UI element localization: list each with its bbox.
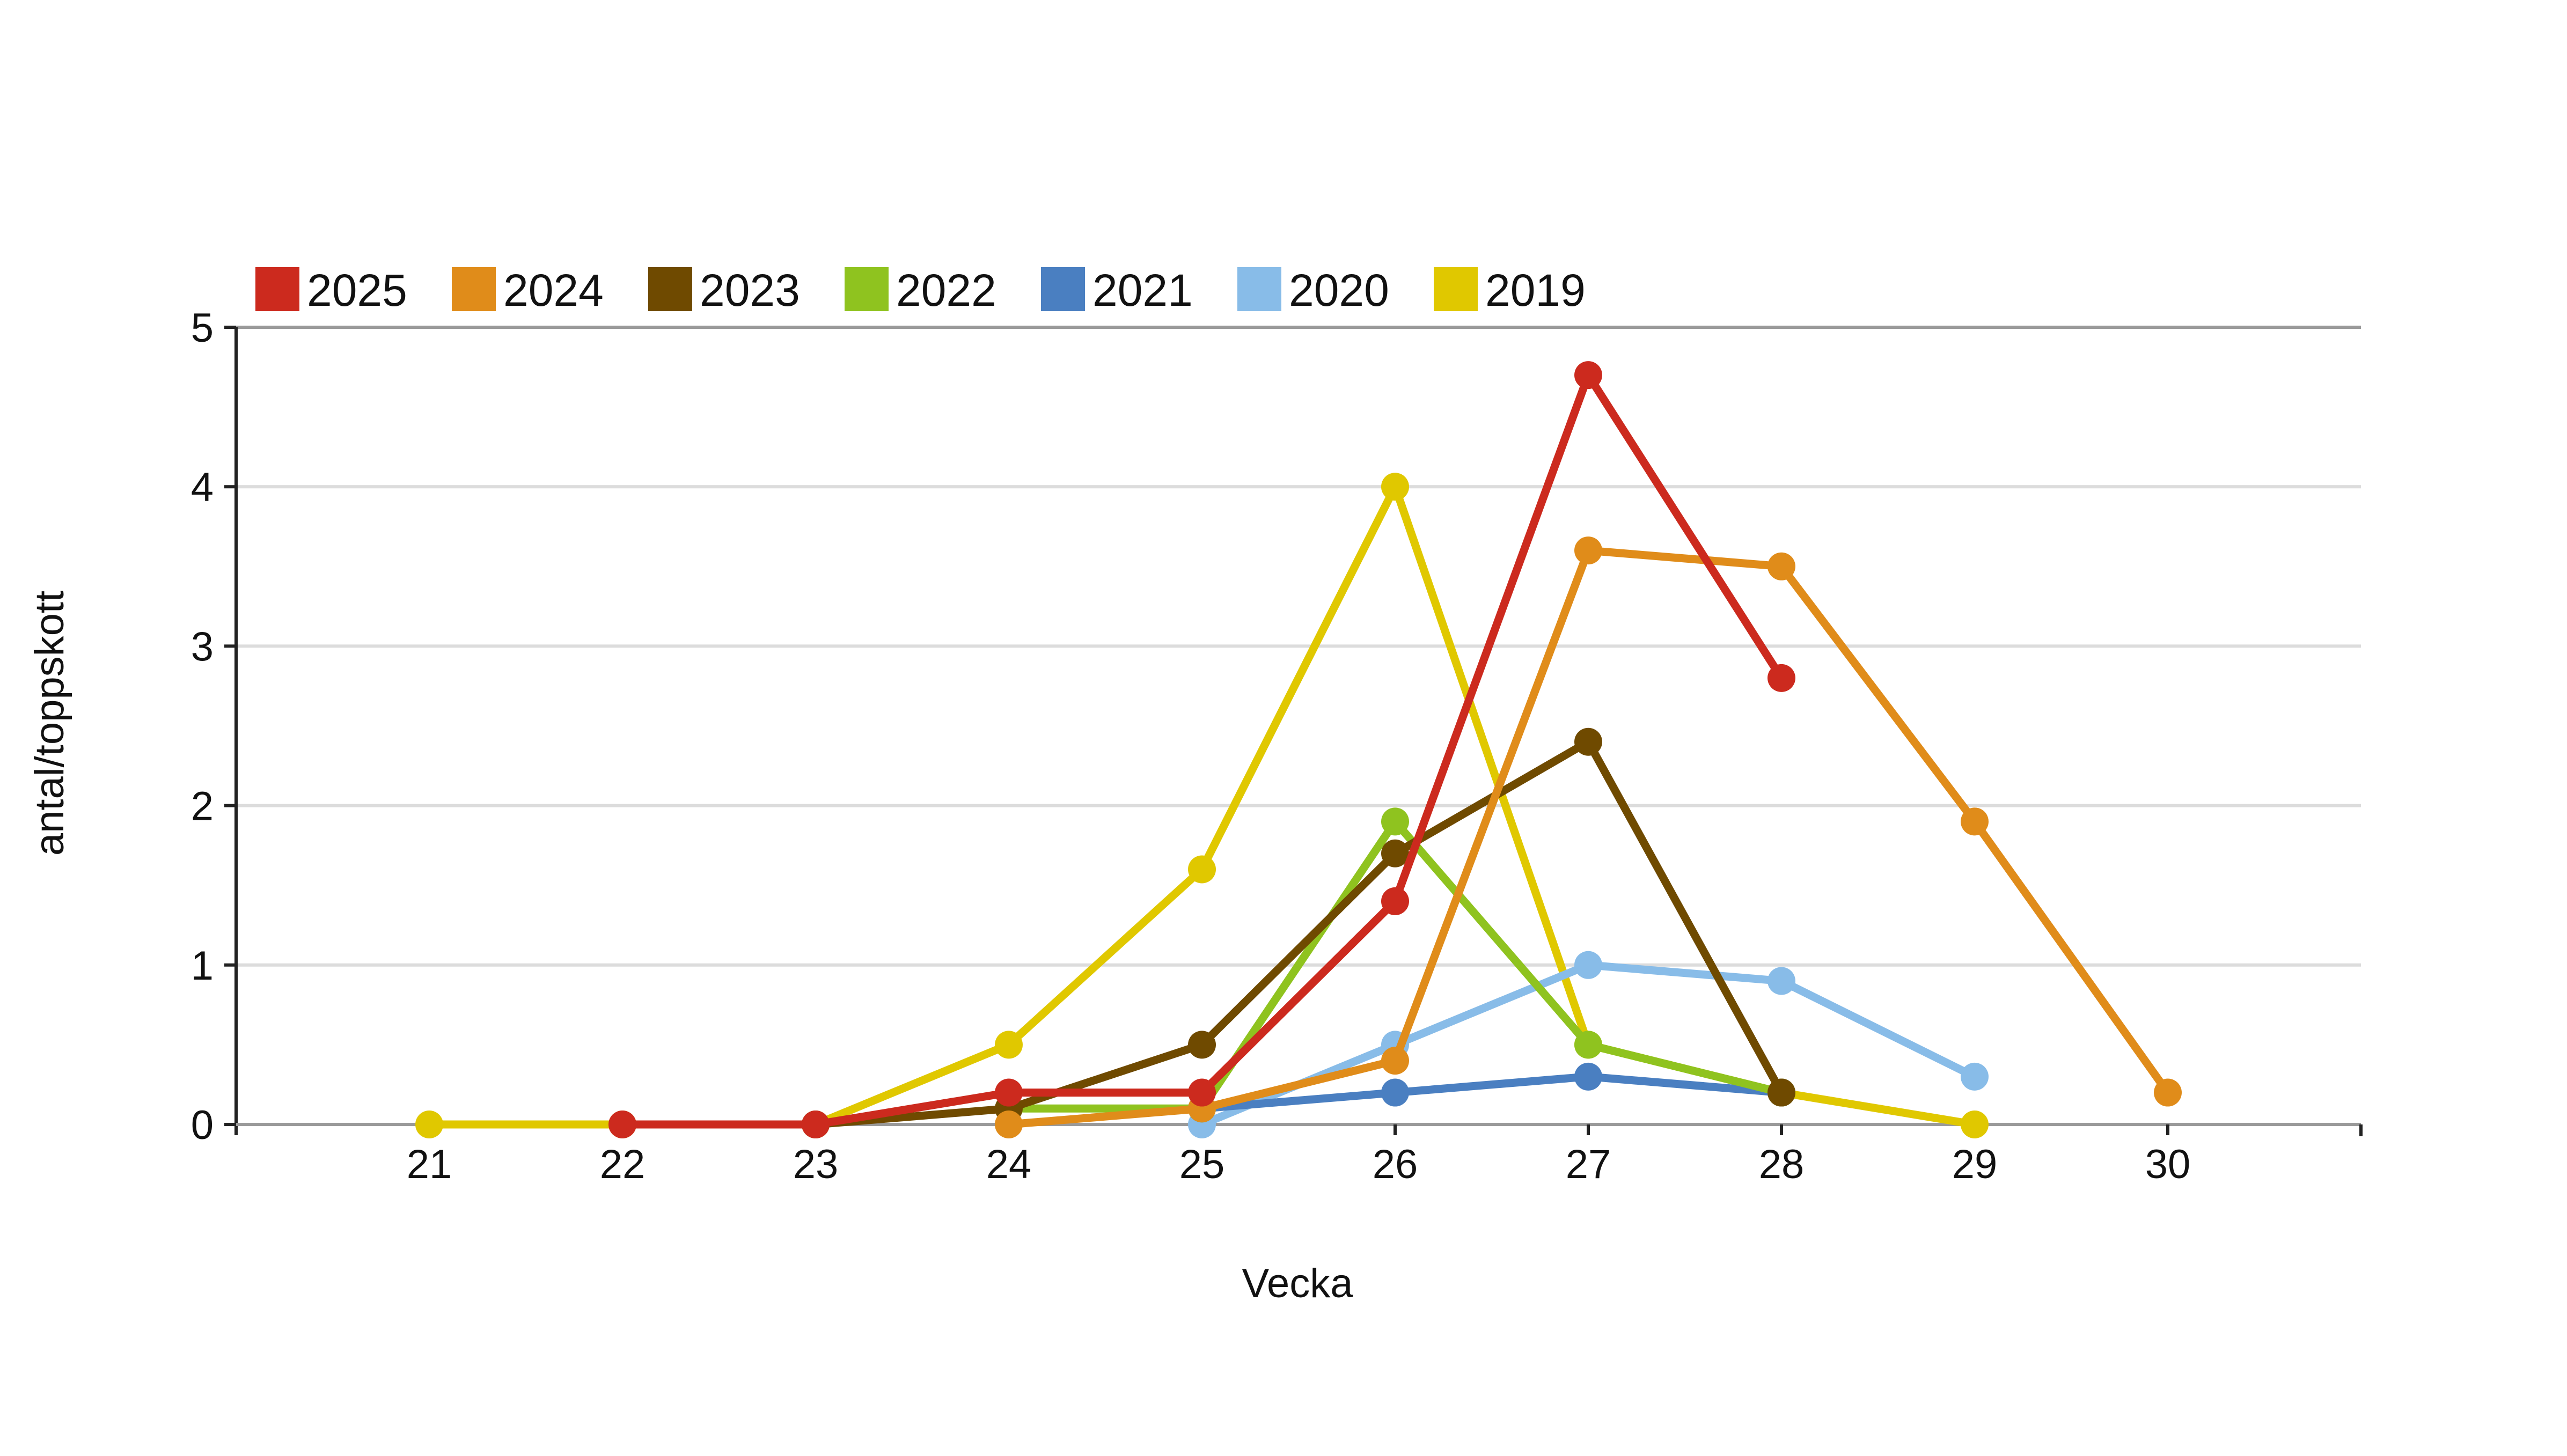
data-point-2025: [1381, 887, 1409, 915]
data-point-2024: [995, 1111, 1023, 1138]
data-point-2019: [1188, 855, 1216, 884]
data-point-2025: [1188, 1078, 1216, 1107]
legend-label: 2025: [307, 265, 407, 315]
legend-item-2023: 2023: [648, 265, 800, 315]
legend-item-2022: 2022: [845, 265, 996, 315]
legend-label: 2024: [503, 265, 604, 315]
series-2025: [608, 361, 1795, 1138]
y-axis-ticks: 0 1 2 3 4 5: [191, 305, 236, 1148]
y-tick-label: 3: [191, 624, 214, 670]
y-tick-label: 5: [191, 305, 214, 351]
legend-item-2021: 2021: [1041, 265, 1193, 315]
series-line-2023: [811, 738, 1786, 1129]
legend-item-2019: 2019: [1434, 265, 1586, 315]
data-point-2024: [2154, 1078, 2182, 1107]
data-point-2024: [1767, 552, 1795, 580]
legend-swatch: [1434, 267, 1478, 311]
x-tick-label: 22: [600, 1142, 646, 1187]
x-tick-label: 25: [1179, 1142, 1225, 1187]
data-point-2023: [1188, 1031, 1216, 1059]
x-tick-label: 21: [407, 1142, 452, 1187]
axes: [234, 327, 2363, 1136]
data-point-2021: [1381, 1078, 1409, 1107]
legend-swatch: [1041, 267, 1085, 311]
x-tick-label: 30: [2145, 1142, 2191, 1187]
x-tick-label: 28: [1759, 1142, 1805, 1187]
legend-label: 2023: [700, 265, 800, 315]
data-point-2025: [1574, 361, 1602, 389]
y-tick-label: 0: [191, 1102, 214, 1148]
series-2023: [802, 727, 1795, 1138]
legend-swatch: [1237, 267, 1281, 311]
data-point-2023: [1574, 727, 1602, 756]
legend-item-2025: 2025: [255, 265, 407, 315]
y-tick-label: 1: [191, 943, 214, 989]
data-point-2022: [1574, 1031, 1602, 1059]
legend-swatch: [648, 267, 692, 311]
data-point-2025: [802, 1111, 830, 1138]
data-point-2024: [1381, 1047, 1409, 1075]
data-point-2020: [1961, 1062, 1989, 1091]
data-point-2025: [608, 1111, 636, 1138]
data-point-2019: [1381, 473, 1409, 501]
series-2020: [1188, 951, 1989, 1138]
data-point-2019: [995, 1031, 1023, 1059]
x-axis-title: Vecka: [1242, 1261, 1353, 1306]
y-axis-title: antal/toppskott: [27, 591, 72, 856]
series-group: [415, 361, 2182, 1138]
x-tick-label: 26: [1373, 1142, 1418, 1187]
x-tick-label: 24: [986, 1142, 1032, 1187]
data-point-2021: [1574, 1062, 1602, 1091]
x-axis-ticks: 21 22 23 24 25 26 27 28 29 30: [407, 1124, 2191, 1187]
legend: 2025 2024 2023 2022 2021 2020 2019: [255, 265, 1586, 315]
x-tick-label: 27: [1566, 1142, 1611, 1187]
data-point-2023: [1381, 839, 1409, 867]
legend-swatch: [255, 267, 299, 311]
data-point-2024: [1574, 536, 1602, 565]
legend-label: 2021: [1092, 265, 1193, 315]
series-2024: [995, 536, 2182, 1138]
x-tick-label: 23: [793, 1142, 839, 1187]
legend-item-2020: 2020: [1237, 265, 1389, 315]
series-line-2021: [1198, 1072, 1786, 1113]
grid-lines: [236, 326, 2361, 967]
data-point-2025: [995, 1078, 1023, 1107]
x-tick-label: 29: [1952, 1142, 1998, 1187]
legend-label: 2020: [1289, 265, 1389, 315]
data-point-2024: [1961, 807, 1989, 836]
legend-item-2024: 2024: [452, 265, 604, 315]
legend-label: 2019: [1485, 265, 1586, 315]
data-point-2023: [1767, 1078, 1795, 1107]
y-tick-label: 2: [191, 784, 214, 829]
legend-swatch: [845, 267, 889, 311]
data-point-2020: [1574, 951, 1602, 979]
legend-label: 2022: [896, 265, 996, 315]
data-point-2020: [1767, 967, 1795, 995]
data-point-2025: [1767, 664, 1795, 692]
y-tick-label: 4: [191, 465, 214, 510]
data-point-2022: [1381, 807, 1409, 836]
data-point-2019: [1961, 1111, 1989, 1138]
legend-swatch: [452, 267, 496, 311]
data-point-2019: [415, 1111, 443, 1138]
